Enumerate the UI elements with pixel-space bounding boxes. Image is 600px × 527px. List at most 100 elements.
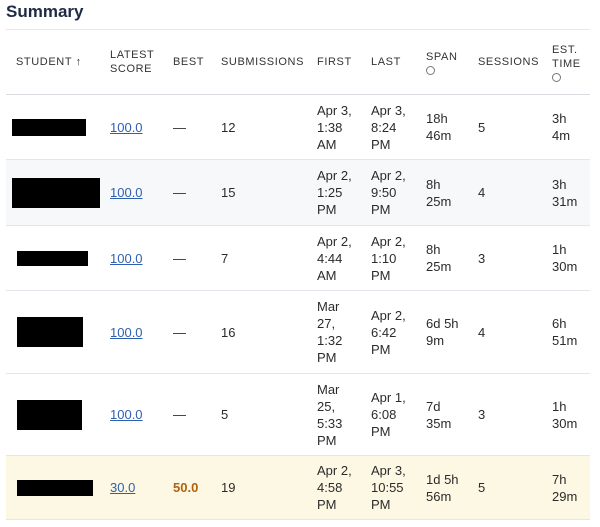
cell-text: 5 [221,407,229,422]
cell-text: 8h 25m [426,176,452,209]
table-cell: Apr 3, 10:55 PM [361,455,416,520]
cell-text: — [173,185,186,200]
column-header: LAST [361,29,416,95]
table-cell: 50.0 [163,455,211,520]
table-cell: — [163,159,211,226]
student-cell [6,455,100,520]
student-cell [6,373,100,456]
cell-text: — [173,407,186,422]
cell-text: 4 [478,324,486,340]
table-row: 100.0 — 16 Mar 27, 1:32 PM Apr 2, 6:42 PM 6d … [6,290,590,374]
table-cell: 100.0 [100,94,163,160]
table-cell: 15 [211,159,307,226]
cell-text: 19 [221,480,236,495]
table-cell: 18h 46m [416,94,468,160]
cell-text: 7h 29m [552,471,578,504]
table-cell: 6d 5h 9m [416,290,468,374]
cell-text: Apr 3, 8:24 PM [371,102,406,152]
column-header[interactable]: STUDENT ↑ [6,29,100,95]
table-row: 100.0 — 12 Apr 3, 1:38 AM Apr 3, 8:24 PM 18h … [6,94,590,160]
table-cell: Apr 2, 1:25 PM [307,159,361,226]
cell-text: 1d 5h 56m [426,471,459,504]
table-cell: 5 [468,455,542,520]
table-cell: Mar 25, 5:33 PM [307,373,361,456]
best-score: 50.0 [173,480,199,495]
redacted-name [17,250,88,266]
cell-text: Apr 2, 1:10 PM [371,233,406,283]
cell-text: — [173,250,186,266]
column-label: SESSIONS [478,56,540,68]
redacted-name [17,399,82,430]
table-cell: 5 [211,373,307,456]
redacted-name [12,118,86,136]
table-cell: 6h 51m [542,290,590,374]
column-label: EST. TIME [552,43,581,70]
table-cell: 19 [211,455,307,520]
score-link[interactable]: 30.0 [110,480,136,495]
table-row: 100.0 — 7 Apr 2, 4:44 AM Apr 2, 1:10 PM 8h 25… [6,225,590,291]
cell-text: Apr 2, 4:58 PM [317,463,352,512]
score-link[interactable]: 100.0 [110,185,143,200]
column-label: FIRST [317,56,352,68]
table-cell: 3h 31m [542,159,590,226]
table-cell: Apr 2, 4:58 PM [307,455,361,520]
cell-text: 3 [478,250,486,266]
cell-text: 12 [221,119,236,135]
cell-text: 7 [221,250,229,266]
cell-text: 3h 4m [552,111,571,143]
cell-text: Apr 2, 1:25 PM [317,168,352,217]
table-row: 100.0 — 5 Mar 25, 5:33 PM Apr 1, 6:08 PM 7d 3… [6,373,590,456]
section-title: Summary [6,2,84,21]
redacted-name [17,317,83,347]
cell-text: Mar 27, 1:32 PM [317,299,343,365]
cell-text: 8h 25m [426,242,452,274]
cell-text: Apr 2, 9:50 PM [371,168,406,217]
cell-text: Apr 2, 4:44 AM [317,233,352,283]
table-cell: 1h 30m [542,225,590,291]
table-cell: 1h 30m [542,373,590,456]
table-cell: — [163,290,211,374]
table-cell: Apr 3, 1:38 AM [307,94,361,160]
cell-text: Mar 25, 5:33 PM [317,381,343,448]
cell-text: — [173,119,186,135]
cell-text: 7d 35m [426,398,452,431]
score-link[interactable]: 100.0 [110,250,143,266]
summary-table: STUDENT ↑ LATEST SCORE BEST SUBMISSIONS FIRS… [6,29,590,520]
info-icon[interactable] [552,72,561,82]
score-link[interactable]: 100.0 [110,119,143,135]
table-cell: Mar 27, 1:32 PM [307,290,361,374]
table-cell: 5 [468,94,542,160]
cell-text: 18h 46m [426,111,452,143]
table-cell: 7h 29m [542,455,590,520]
student-cell [6,225,100,291]
cell-text: 16 [221,324,236,340]
redacted-name [12,177,116,208]
table-cell: 8h 25m [416,159,468,226]
table-cell: 1d 5h 56m [416,455,468,520]
score-link[interactable]: 100.0 [110,407,143,422]
header-row: STUDENT ↑ LATEST SCORE BEST SUBMISSIONS FIRS… [6,29,590,95]
table-cell: 30.0 [100,455,163,520]
cell-text: 1h 30m [552,242,578,274]
table-cell: Apr 3, 8:24 PM [361,94,416,160]
column-header: EST. TIME [542,29,590,95]
info-icon[interactable] [426,65,435,75]
student-cell [6,159,116,226]
cell-text: 3 [478,407,486,422]
student-cell [6,290,100,374]
table-cell: 12 [211,94,307,160]
column-label: STUDENT ↑ [16,56,82,68]
column-label: LAST [371,56,401,68]
cell-text: 5 [478,480,486,495]
table-cell: Apr 2, 4:44 AM [307,225,361,291]
cell-text: Apr 1, 6:08 PM [371,390,406,439]
column-label: LATEST SCORE [110,49,155,75]
table-cell: 100.0 [100,159,163,226]
redacted-name [17,479,93,496]
cell-text: 6h 51m [552,316,578,348]
table-cell: Apr 1, 6:08 PM [361,373,416,456]
score-link[interactable]: 100.0 [110,324,143,340]
table-cell: 3 [468,225,542,291]
table-cell: — [163,94,211,160]
